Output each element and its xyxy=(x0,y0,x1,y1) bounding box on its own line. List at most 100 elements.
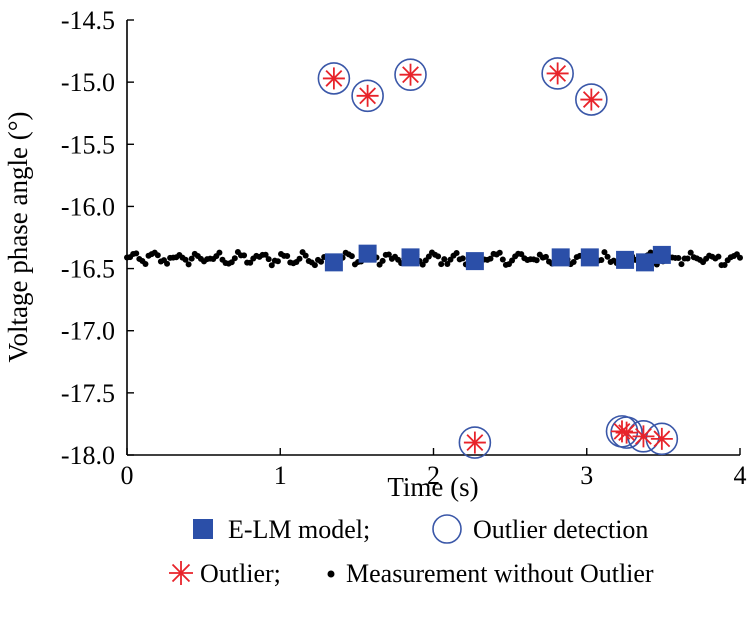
outlier-point xyxy=(580,88,603,111)
outlier-point xyxy=(399,63,422,86)
outlier-point xyxy=(322,67,345,90)
measurement-point xyxy=(318,258,325,265)
measurement-point xyxy=(487,255,494,262)
measurement-point xyxy=(241,252,248,259)
measurement-point xyxy=(438,261,445,268)
measurement-point xyxy=(268,262,275,269)
measurement-point xyxy=(715,253,722,260)
model-point xyxy=(465,252,484,271)
model-point xyxy=(616,250,635,269)
outlier-point xyxy=(463,431,486,454)
measurement-point xyxy=(419,261,426,268)
measurement-point xyxy=(262,251,269,258)
measurement-point xyxy=(188,255,195,262)
measurement-point xyxy=(274,258,281,265)
model-point xyxy=(401,248,420,267)
measurement-point xyxy=(441,256,448,263)
measurement-point xyxy=(164,260,171,267)
measurement-point xyxy=(435,253,442,260)
plot-area: 0 1 2 3 4 -14.5 -15.0 -15.5 -16.0 -16.5 -17.0 -17.… xyxy=(61,6,747,490)
y-tick-label: -17.5 xyxy=(61,379,115,408)
measurement-point xyxy=(604,253,611,260)
measurement-point xyxy=(348,253,355,260)
legend-dot-icon xyxy=(327,570,335,578)
measurement-point xyxy=(601,249,608,256)
measurement-point xyxy=(379,257,386,264)
measurement-point xyxy=(311,262,318,269)
detection-circle xyxy=(351,79,384,113)
x-axis-ticks: 0 1 2 3 4 xyxy=(121,448,747,490)
x-tick-label: 4 xyxy=(734,461,747,490)
model-point xyxy=(580,248,599,267)
y-tick-label: -18.0 xyxy=(61,441,115,470)
model-point xyxy=(324,253,343,272)
measurement-point xyxy=(444,260,451,267)
measurement-point xyxy=(133,250,140,257)
measurement-point xyxy=(154,252,161,259)
model-point xyxy=(635,253,654,272)
measurement-point xyxy=(675,254,682,261)
detection-circle xyxy=(541,57,574,90)
measurement-point xyxy=(453,250,460,257)
legend-square-icon xyxy=(193,519,213,539)
measurement-point xyxy=(687,249,694,256)
measurement-point xyxy=(296,255,303,262)
measurement-point xyxy=(533,257,540,264)
x-tick-label: 1 xyxy=(274,461,287,490)
legend-circle-icon xyxy=(432,514,462,544)
measurement-point xyxy=(496,249,503,256)
measurement-point xyxy=(231,255,238,262)
outlier-point xyxy=(632,425,655,448)
legend-item-outlier: Outlier; xyxy=(200,559,281,588)
outlier-point xyxy=(610,420,633,443)
measurement-point xyxy=(385,251,392,258)
y-tick-label: -14.5 xyxy=(61,6,115,35)
y-tick-label: -16.5 xyxy=(61,255,115,284)
y-tick-label: -16.0 xyxy=(61,192,115,221)
outlier-point xyxy=(650,427,673,450)
outlier-series xyxy=(322,62,673,454)
measurement-point xyxy=(598,256,605,263)
x-tick-label: 3 xyxy=(580,461,593,490)
y-axis-title: Voltage phase angle (°) xyxy=(3,112,33,363)
measurement-point xyxy=(182,256,189,263)
e-lm-model-series xyxy=(324,244,671,272)
detection-circle xyxy=(610,416,643,449)
measurement-point xyxy=(737,254,743,261)
outlier-point xyxy=(356,84,379,107)
detection-circle xyxy=(317,62,351,95)
measurement-point xyxy=(265,256,272,263)
legend-asterisk-shape xyxy=(169,561,193,585)
measurement-point xyxy=(216,249,223,256)
y-tick-label: -15.0 xyxy=(61,68,115,97)
legend-item-outlier-detection: Outlier detection xyxy=(473,515,648,544)
measurement-point xyxy=(284,252,291,259)
measurement-point xyxy=(570,259,577,266)
outlier-point xyxy=(546,62,569,85)
x-axis-title: Time (s) xyxy=(387,472,478,502)
measurement-point xyxy=(509,257,516,264)
model-point xyxy=(551,248,570,267)
measurement-point xyxy=(247,259,254,266)
y-axis-ticks: -14.5 -15.0 -15.5 -16.0 -16.5 -17.0 -17.5 -18.0 xyxy=(61,6,134,470)
detection-circle xyxy=(575,83,608,116)
legend-item-e-lm-model: E-LM model; xyxy=(228,515,370,544)
legend-item-measurement: Measurement without Outlier xyxy=(346,559,654,588)
measurement-point xyxy=(684,255,691,262)
detection-circle xyxy=(458,426,492,459)
x-tick-label: 0 xyxy=(121,461,134,490)
legend-asterisk-icon xyxy=(169,561,193,585)
measurement-point xyxy=(678,261,685,268)
legend: E-LM model; Outlier detection Outlier; M… xyxy=(169,514,654,588)
measurement-point xyxy=(542,253,549,260)
detection-circle xyxy=(394,58,427,91)
model-point xyxy=(652,245,671,264)
y-tick-label: -17.0 xyxy=(61,317,115,346)
y-tick-label: -15.5 xyxy=(61,130,115,159)
measurement-point xyxy=(499,256,506,263)
measurement-point xyxy=(459,255,466,262)
measurement-point xyxy=(302,252,309,259)
measurement-point xyxy=(518,251,525,258)
